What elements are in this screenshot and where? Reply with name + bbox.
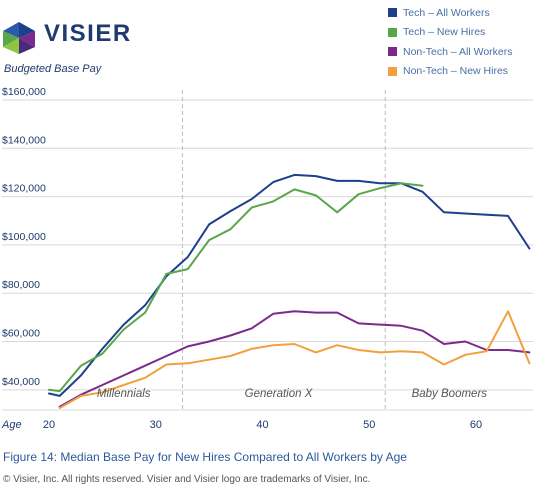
visier-logo-icon: [3, 22, 35, 54]
legend-label: Non-Tech – All Workers: [403, 45, 513, 58]
series-line-nontech-all: [58, 310, 531, 408]
x-tick-label: 50: [363, 419, 375, 431]
legend-item-nontech-new: Non-Tech – New Hires: [388, 62, 513, 82]
x-tick-label: 30: [150, 419, 162, 431]
legend-item-tech-new: Tech – New Hires: [388, 23, 513, 43]
series-line-tech-new: [48, 182, 424, 393]
x-tick-label: 40: [256, 419, 268, 431]
generation-label: Baby Boomers: [412, 388, 488, 400]
axis-labels: $40,000 $60,000 $80,000 $100,000 $120,000 $14…: [1, 86, 487, 431]
logo-text: VISIER: [44, 20, 132, 47]
y-tick-label: $100,000: [2, 231, 46, 243]
y-tick-label: $80,000: [2, 279, 40, 291]
y-tick-label: $60,000: [2, 328, 40, 340]
series-line-nontech-new: [58, 310, 531, 409]
chart-subtitle: Budgeted Base Pay: [4, 63, 102, 75]
legend-swatch: [388, 27, 397, 37]
y-tick-label: $160,000: [2, 86, 46, 98]
y-tick-label: $120,000: [2, 183, 46, 195]
generation-dividers: [181, 90, 386, 410]
y-tick-label: $40,000: [2, 376, 40, 388]
series-line-tech-all: [48, 173, 531, 397]
legend-label: Non-Tech – New Hires: [403, 65, 509, 78]
generation-label: Millennials: [97, 388, 151, 400]
legend-item-nontech-all: Non-Tech – All Workers: [388, 42, 513, 62]
copyright-notice: © Visier, Inc. All rights reserved. Visi…: [3, 474, 371, 485]
x-axis-label: Age: [1, 419, 22, 431]
generation-label: Generation X: [245, 388, 314, 400]
legend-label: Tech – New Hires: [403, 26, 486, 39]
legend: Tech – All Workers Tech – New Hires Non-…: [388, 3, 513, 81]
y-tick-label: $140,000: [2, 134, 46, 146]
legend-item-tech-all: Tech – All Workers: [388, 3, 513, 23]
grid-layer: [2, 99, 533, 411]
series-layer: [48, 173, 531, 409]
legend-swatch: [388, 66, 397, 76]
x-tick-label: 20: [43, 419, 55, 431]
legend-swatch: [388, 8, 397, 18]
legend-swatch: [388, 47, 397, 57]
figure-caption: Figure 14: Median Base Pay for New Hires…: [3, 450, 407, 464]
legend-label: Tech – All Workers: [403, 6, 490, 19]
x-tick-label: 60: [470, 419, 482, 431]
